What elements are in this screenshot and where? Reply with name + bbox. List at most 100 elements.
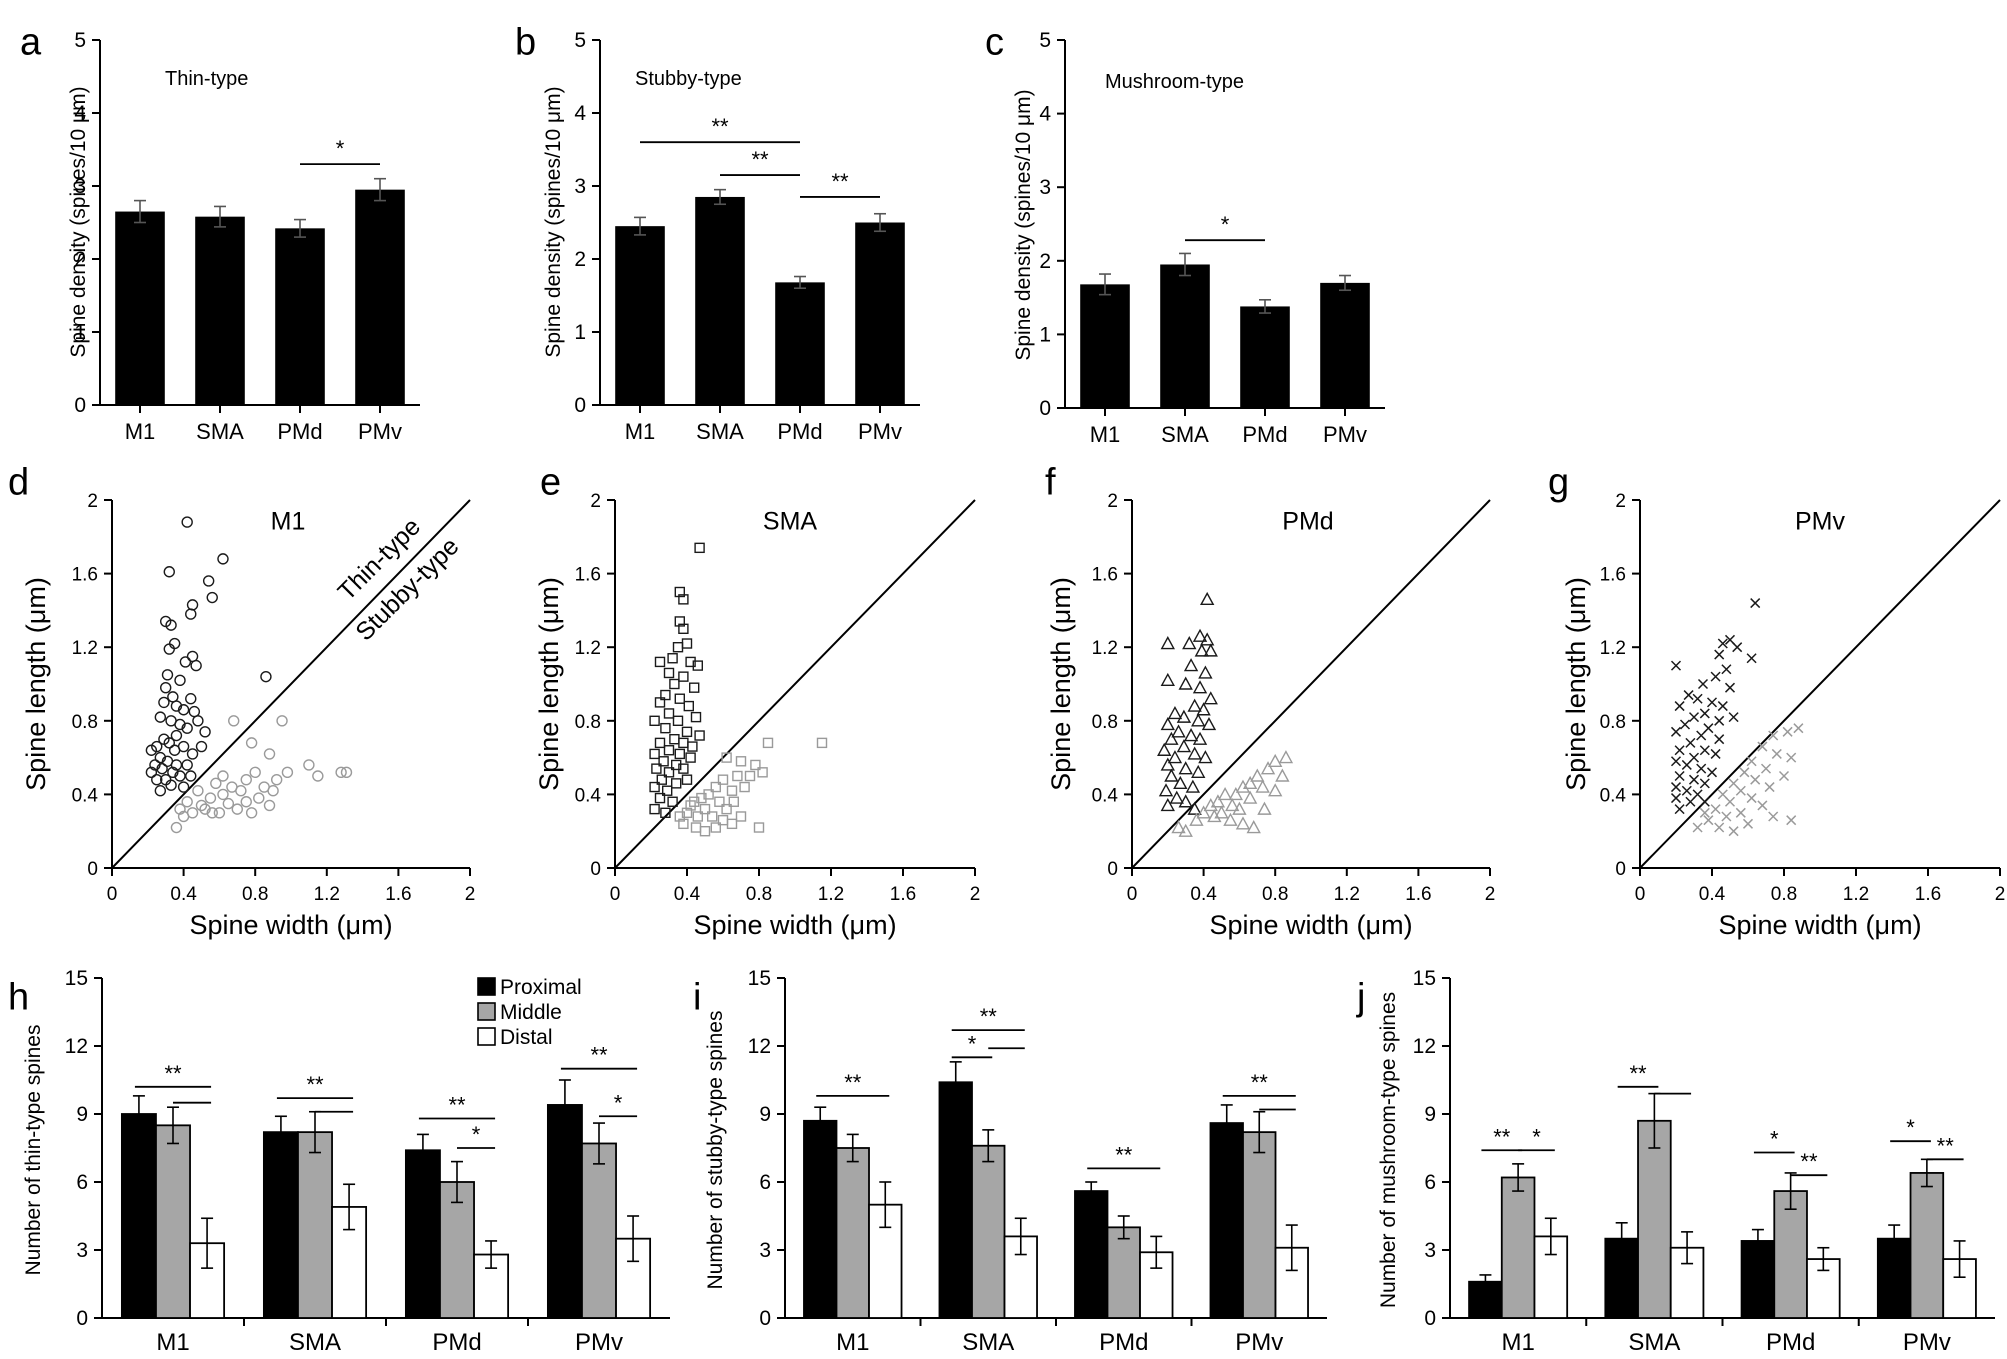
data-point: [1699, 745, 1710, 756]
y-tick-label: 1.2: [575, 638, 601, 659]
x-tick-label: PMd: [1099, 1329, 1148, 1356]
y-tick-label: 3: [574, 175, 586, 198]
data-point: [1171, 724, 1186, 738]
data-point: [1764, 782, 1775, 793]
data-point: [699, 826, 711, 837]
data-point: [154, 711, 167, 723]
panel-letter: d: [8, 461, 29, 503]
panel-title: M1: [271, 508, 306, 536]
y-tick-label: 0.4: [72, 785, 99, 806]
data-point: [190, 659, 202, 672]
legend-swatch-proximal: [477, 977, 496, 996]
data-point: [667, 796, 678, 807]
data-point: [177, 810, 190, 823]
significance-label: **: [1800, 1149, 1818, 1174]
data-point: [1198, 665, 1213, 679]
data-point: [1185, 779, 1201, 793]
x-tick-label: 0: [610, 884, 621, 905]
data-point: [674, 693, 685, 704]
data-point: [654, 737, 666, 749]
x-tick-label: M1: [125, 419, 156, 444]
data-point: [170, 700, 183, 712]
bar: [695, 196, 745, 405]
data-point: [762, 737, 774, 749]
x-tick-label: 0.4: [170, 884, 197, 905]
x-tick-label: 0.8: [1771, 884, 1797, 905]
data-point: [694, 730, 705, 741]
data-point: [276, 715, 288, 727]
y-tick-label: 1.6: [575, 565, 601, 586]
data-point: [1167, 705, 1183, 720]
y-tick-label: 3: [74, 175, 86, 198]
data-point: [1793, 723, 1804, 734]
bar: [775, 282, 825, 405]
data-point: [156, 762, 168, 775]
significance-label: **: [711, 114, 729, 139]
data-point: [1255, 779, 1270, 793]
data-point: [181, 516, 193, 528]
y-axis-title: Spine density (spines/10 μm): [542, 86, 565, 357]
data-point: [1710, 671, 1721, 682]
data-point: [726, 818, 738, 830]
data-point: [1724, 682, 1736, 693]
bar: [615, 226, 665, 405]
data-point: [185, 608, 197, 620]
data-point: [1724, 796, 1736, 807]
data-point: [1242, 790, 1258, 804]
data-point: [1721, 811, 1732, 822]
y-tick-label: 1.2: [1092, 638, 1118, 659]
x-tick-label: M1: [1501, 1329, 1534, 1356]
x-axis-title: Spine width (μm): [1209, 910, 1412, 940]
x-tick-label: PMd: [1766, 1329, 1815, 1356]
data-point: [228, 715, 240, 727]
data-point: [185, 770, 197, 782]
x-tick-label: 1.6: [890, 884, 916, 905]
bar: [115, 211, 165, 405]
panel-b: b Spine density (spines/10 μm) Stubby-type…: [515, 21, 920, 444]
data-point: [1699, 807, 1710, 818]
data-point: [192, 785, 204, 797]
data-point: [703, 789, 714, 800]
data-point: [170, 821, 183, 834]
bar-middle: [1637, 1119, 1672, 1319]
data-point: [170, 759, 183, 771]
x-tick-label: 1.6: [1405, 884, 1431, 905]
data-point: [1196, 805, 1211, 819]
y-axis-title: Spine length (μm): [534, 577, 564, 791]
significance-label: *: [1221, 212, 1230, 237]
data-point: [1178, 794, 1193, 808]
data-point: [167, 766, 179, 779]
bar-proximal: [546, 1104, 583, 1319]
data-point: [179, 656, 192, 668]
y-axis-title: Spine length (μm): [21, 577, 51, 791]
y-tick-label: 2: [87, 491, 98, 512]
data-point: [1217, 786, 1233, 801]
data-point: [1710, 804, 1721, 815]
x-tick-label: 1.6: [385, 884, 411, 905]
x-tick-label: SMA: [1628, 1329, 1680, 1356]
y-tick-label: 0.4: [1092, 785, 1119, 806]
data-point: [1710, 748, 1721, 759]
bar-middle: [155, 1124, 191, 1319]
data-point: [163, 643, 175, 655]
data-point: [1178, 676, 1193, 690]
bar: [1080, 284, 1130, 408]
data-point: [1768, 811, 1779, 822]
bar-proximal: [262, 1131, 299, 1319]
panel-letter: f: [1045, 461, 1056, 503]
data-point: [1768, 730, 1779, 741]
data-point: [145, 766, 158, 779]
data-point: [1201, 717, 1217, 731]
data-point: [1160, 636, 1175, 650]
data-point: [678, 671, 689, 682]
data-point: [710, 822, 721, 833]
data-point: [1157, 742, 1172, 756]
data-point: [1250, 768, 1265, 782]
data-point: [1196, 702, 1211, 716]
data-point: [694, 542, 705, 554]
data-point: [1192, 731, 1208, 745]
y-tick-label: 4: [574, 102, 586, 125]
x-axis-title: Spine width (μm): [693, 910, 896, 940]
y-tick-label: 0: [759, 1307, 771, 1330]
